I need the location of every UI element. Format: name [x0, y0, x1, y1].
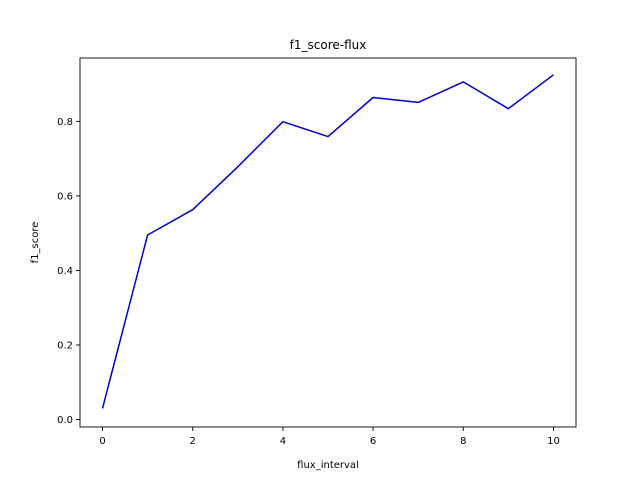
- y-tick-label: 0.2: [57, 341, 73, 352]
- plot-area: [79, 57, 577, 428]
- x-tick-label: 0: [99, 436, 105, 447]
- y-axis-ticks: 0.0 0.2 0.4 0.6 0.8: [57, 117, 80, 426]
- x-axis-ticks: 0 2 4 6 8 10: [99, 427, 560, 447]
- y-axis-label: f1_score: [30, 222, 41, 264]
- y-tick-label: 0.4: [57, 266, 73, 277]
- x-tick-label: 8: [460, 436, 466, 447]
- y-tick-label: 0.8: [57, 117, 73, 128]
- series-line: [101, 74, 554, 409]
- y-tick-label: 0.0: [57, 415, 73, 426]
- axes-frame: [79, 57, 577, 428]
- series-layer: [101, 74, 554, 409]
- x-axis-label: flux_interval: [297, 460, 359, 471]
- x-tick-label: 10: [547, 436, 560, 447]
- y-tick-label: 0.6: [57, 191, 73, 202]
- x-tick-label: 2: [190, 436, 196, 447]
- x-tick-label: 4: [280, 436, 286, 447]
- chart-title: f1_score-flux: [290, 38, 367, 52]
- x-tick-label: 6: [370, 436, 376, 447]
